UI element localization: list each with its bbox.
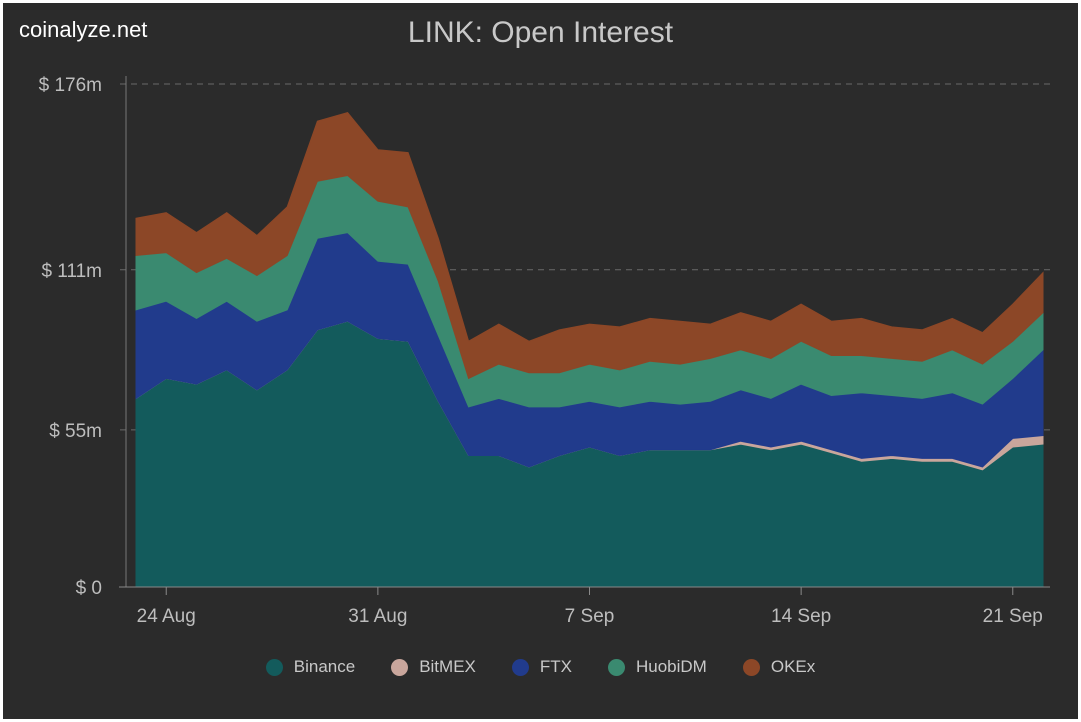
legend-item-bitmex[interactable]: BitMEX bbox=[391, 657, 476, 677]
x-tick-label: 14 Sep bbox=[771, 606, 831, 627]
y-tick-label: $ 111m bbox=[41, 261, 102, 282]
axes: $ 0 $ 55m $ 111m $ 176m 24 Aug 31 Aug 7 Sep 14 … bbox=[39, 75, 1050, 627]
legend-item-ftx[interactable]: FTX bbox=[511, 657, 572, 677]
legend-label: Binance bbox=[293, 657, 356, 676]
y-tick-label: $ 55m bbox=[49, 421, 102, 442]
legend-swatch bbox=[265, 658, 283, 676]
x-tick-label: 21 Sep bbox=[983, 606, 1043, 627]
legend-swatch bbox=[742, 658, 760, 676]
chart-title: LINK: Open Interest bbox=[407, 16, 674, 49]
legend-label: FTX bbox=[539, 657, 572, 676]
legend-swatch bbox=[511, 658, 529, 676]
legend-item-okex[interactable]: OKEx bbox=[742, 657, 816, 677]
legend-swatch bbox=[607, 658, 625, 676]
legend-label: OKEx bbox=[770, 657, 816, 676]
brand-logo-text[interactable]: coinalyze.net bbox=[19, 17, 148, 42]
legend: Binance BitMEX FTX HuobiDM OKEx bbox=[0, 657, 1081, 677]
area-series-okex bbox=[135, 112, 1044, 380]
legend-label: BitMEX bbox=[419, 657, 476, 676]
x-tick-label: 7 Sep bbox=[565, 606, 615, 627]
legend-label: HuobiDM bbox=[635, 657, 707, 676]
y-tick-label: $ 176m bbox=[39, 75, 102, 96]
x-tick-label: 31 Aug bbox=[348, 606, 407, 627]
legend-item-huobidm[interactable]: HuobiDM bbox=[607, 657, 707, 677]
x-tick-label: 24 Aug bbox=[137, 606, 196, 627]
legend-item-binance[interactable]: Binance bbox=[265, 657, 356, 677]
y-tick-label: $ 0 bbox=[76, 578, 102, 599]
legend-swatch bbox=[391, 658, 409, 676]
stacked-areas bbox=[135, 112, 1044, 588]
